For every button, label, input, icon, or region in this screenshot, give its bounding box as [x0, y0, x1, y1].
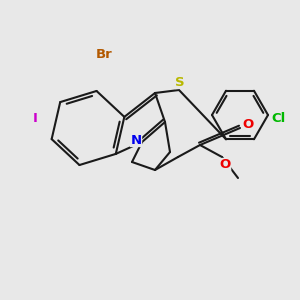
Text: O: O: [219, 158, 231, 172]
Text: O: O: [242, 118, 253, 131]
Text: N: N: [130, 134, 142, 146]
Text: S: S: [175, 76, 185, 88]
Text: I: I: [33, 112, 38, 125]
Text: Br: Br: [96, 49, 112, 62]
Text: Cl: Cl: [271, 112, 285, 124]
